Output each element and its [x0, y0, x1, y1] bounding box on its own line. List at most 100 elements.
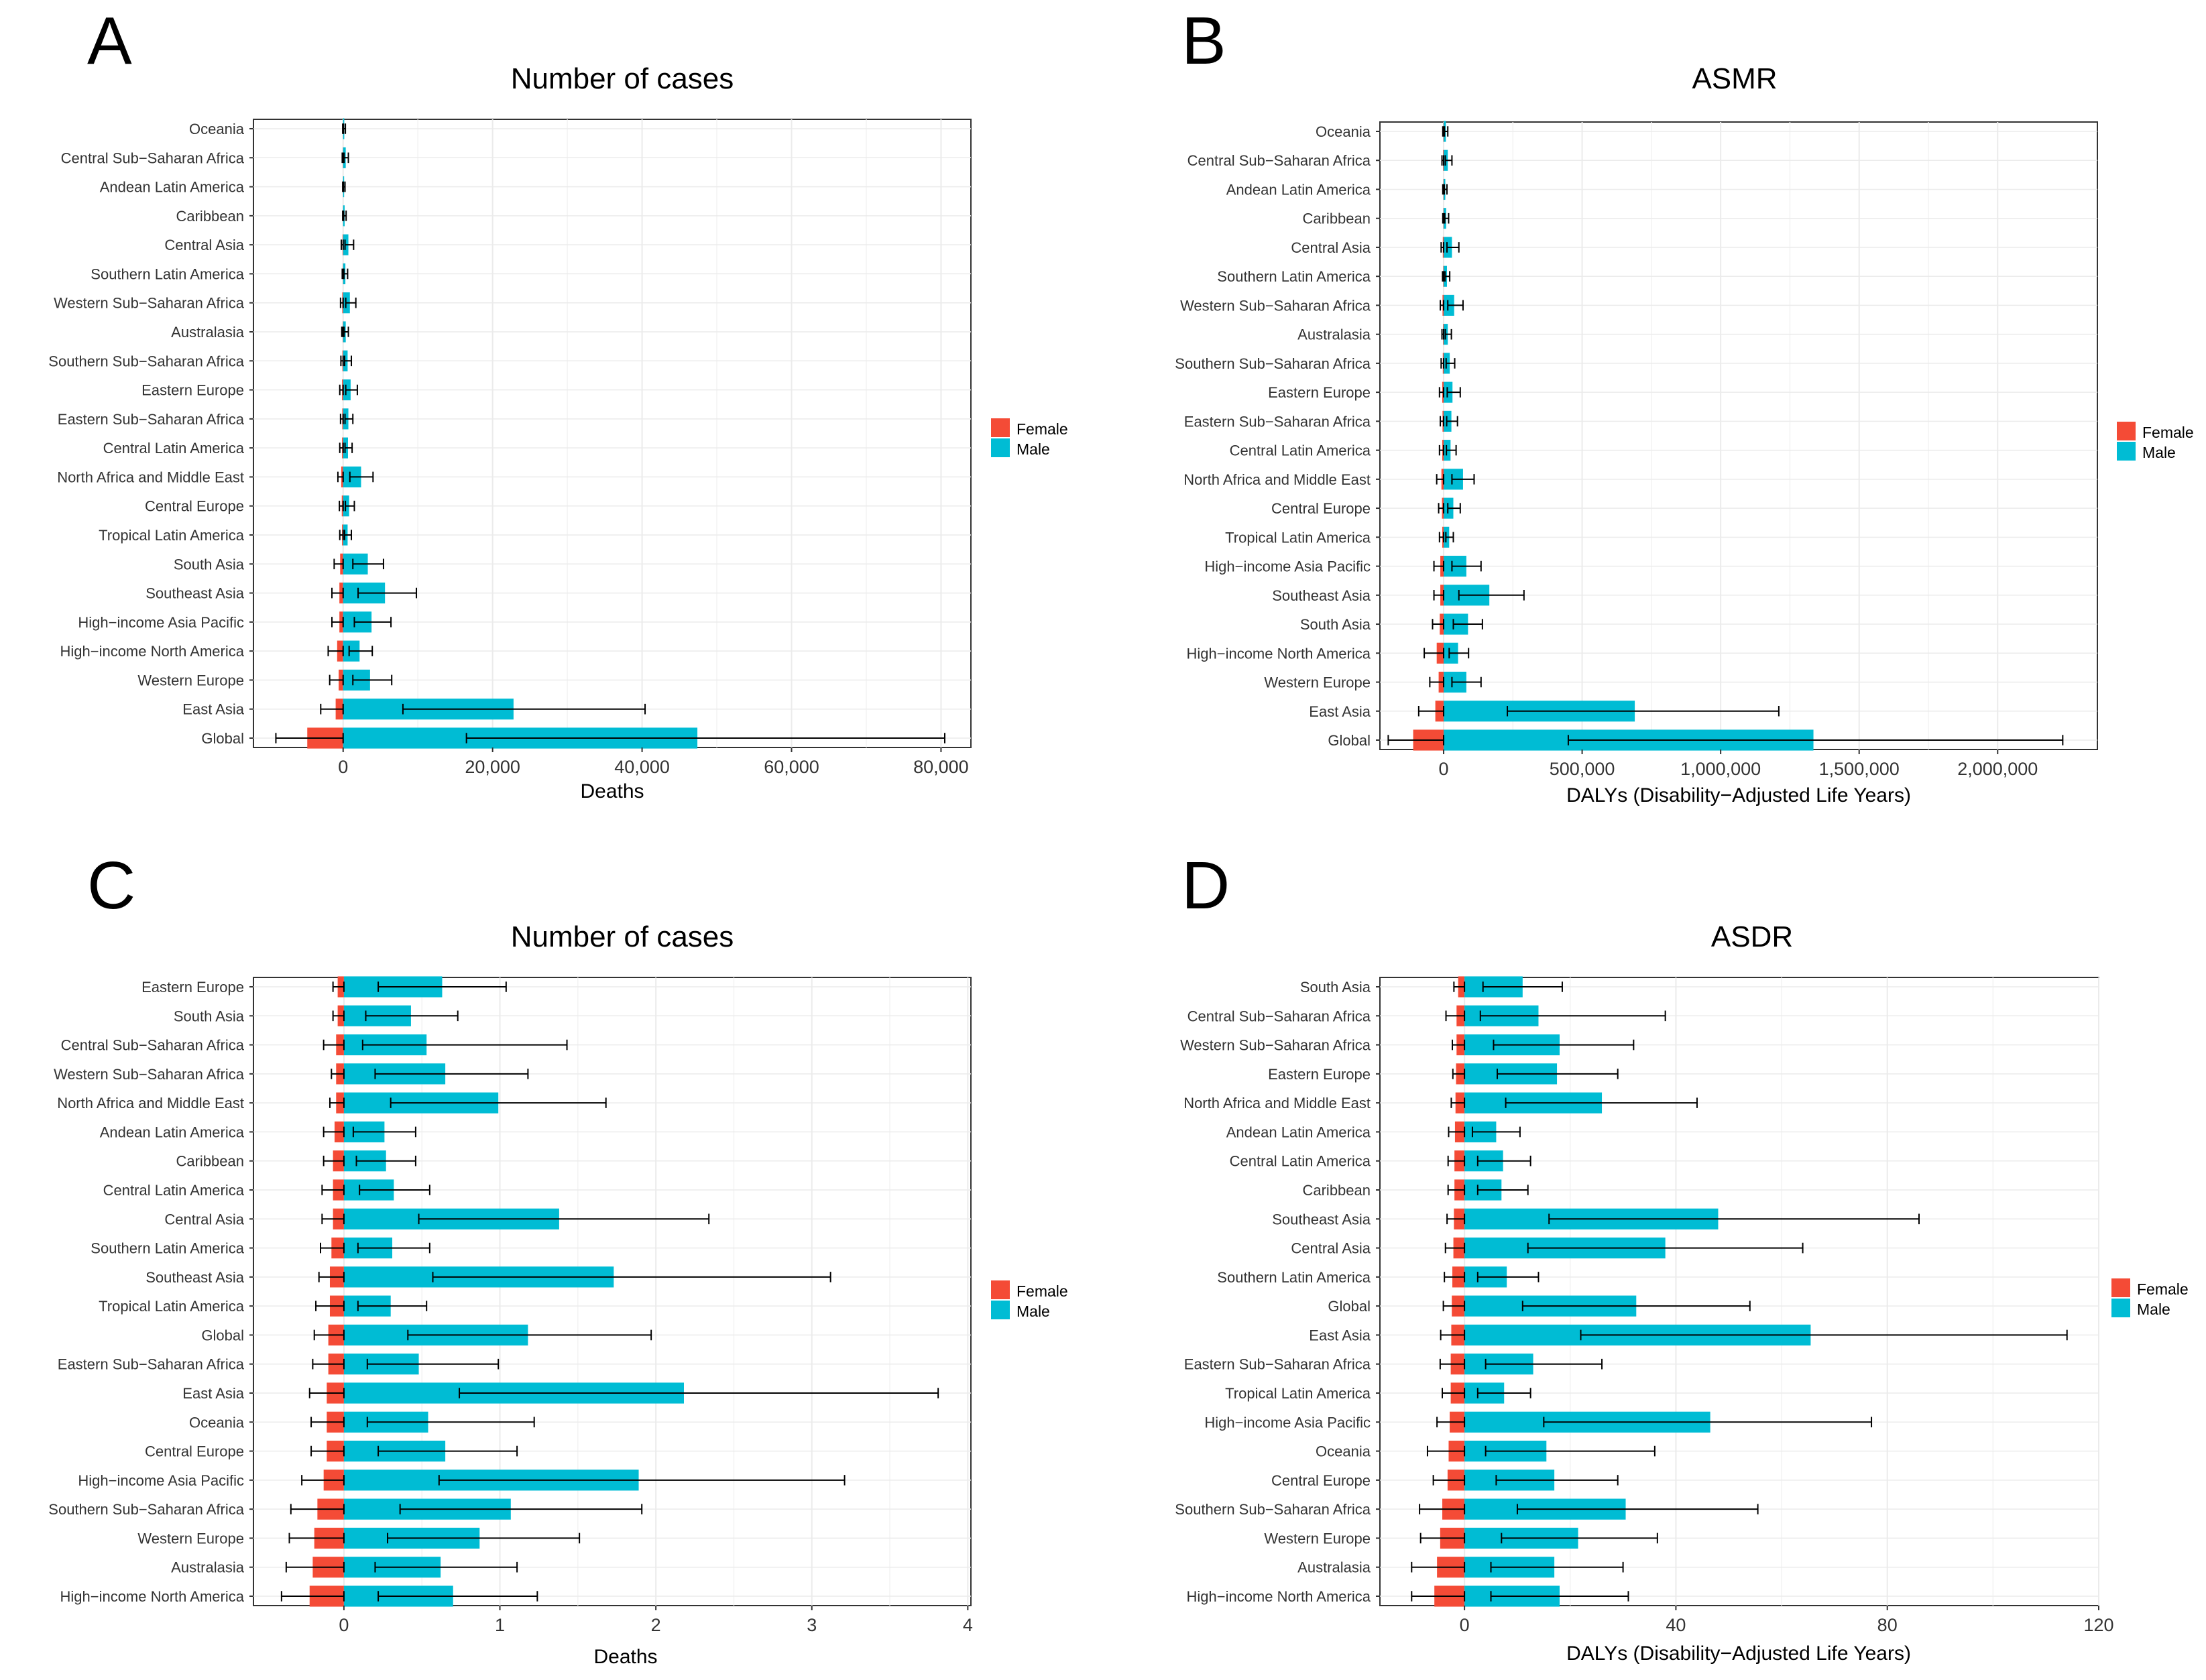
panel-d-y-label: Tropical Latin America: [1225, 1385, 1371, 1402]
panel-a-errorbar-female: [331, 587, 344, 599]
panel-a: A Number of cases Oceania Central Sub−Sah…: [48, 3, 1067, 802]
panel-a-errorbar-male: [349, 471, 374, 483]
panel-c-errorbar-male: [359, 1185, 430, 1195]
panel-a-legend: Female Male: [991, 418, 1068, 458]
panel-d-y-label: Oceania: [1316, 1443, 1371, 1460]
panel-d-errorbar-male: [1476, 1388, 1531, 1398]
panel-b-legend: Female Male: [2117, 422, 2194, 461]
panel-a-errorbar-male: [357, 587, 417, 599]
panel-c-errorbar-female: [312, 1358, 345, 1370]
panel-b-y-label: Western Europe: [1264, 674, 1371, 691]
panel-b-errorbar-male: [1451, 560, 1482, 572]
panel-a-x-label: 20,000: [465, 757, 520, 777]
panel-d-y-label: Australasia: [1297, 1559, 1371, 1576]
panel-b-y-label: Western Sub−Saharan Africa: [1180, 297, 1371, 314]
panel-a-y-label: High−income North America: [60, 643, 244, 660]
panel-c-y-label: Oceania: [189, 1414, 245, 1431]
panel-d-legend-male-swatch: [2111, 1299, 2130, 1317]
panel-a-y-label: Australasia: [171, 324, 245, 341]
panel-a-y-label: Oceania: [189, 121, 245, 137]
panel-d-y-label: Central Asia: [1291, 1240, 1371, 1257]
panel-c-y-label: Western Sub−Saharan Africa: [54, 1066, 245, 1083]
panel-a-errorbar-female: [341, 152, 344, 164]
panel-a-errorbar-male: [343, 355, 353, 367]
panel-a-y-label: Central Europe: [145, 498, 244, 515]
panel-d-y-label: Eastern Europe: [1268, 1066, 1371, 1083]
panel-a-errorbar-male: [345, 297, 357, 308]
panel-c-errorbar-male: [399, 1504, 643, 1514]
panel-d-legend-female-label: Female: [2137, 1280, 2189, 1298]
panel-d-errorbar-male: [1490, 1591, 1629, 1602]
panel-b-errorbar-male: [1448, 648, 1470, 659]
panel-b-errorbar-female: [1440, 242, 1445, 253]
panel-d-errorbar-male: [1493, 1039, 1635, 1051]
panel-d-legend: Female Male: [2111, 1278, 2189, 1318]
panel-c-errorbar-female: [332, 1010, 345, 1022]
panel-a-x-label: 0: [338, 757, 348, 777]
panel-b-errorbar-male: [1446, 416, 1458, 427]
panel-d-errorbar-female: [1444, 1242, 1466, 1254]
panel-d-errorbar-male: [1482, 981, 1563, 992]
panel-d-y-label: East Asia: [1309, 1327, 1371, 1343]
panel-b-errorbar-male: [1451, 474, 1475, 485]
panel-a-errorbar-female: [337, 471, 344, 483]
panel-b-errorbar-male: [1444, 184, 1448, 195]
panel-d-y-label: Southern Sub−Saharan Africa: [1175, 1501, 1371, 1518]
panel-b-y-axis-labels: Oceania Central Sub−Saharan Africa Andean …: [1175, 123, 1380, 749]
panel-b-x-label: 1,000,000: [1680, 759, 1761, 779]
panel-d-y-label: Eastern Sub−Saharan Africa: [1184, 1356, 1371, 1373]
panel-d-y-label: Global: [1328, 1298, 1371, 1315]
panel-c-x-label: 1: [495, 1615, 505, 1635]
panel-a-y-label: Eastern Europe: [141, 382, 244, 399]
panel-d-errorbar-male: [1485, 1358, 1603, 1370]
panel-b-y-label: High−income North America: [1186, 645, 1371, 662]
panel-b-errorbar-male: [1444, 271, 1451, 282]
panel-b-errorbar-female: [1440, 416, 1445, 427]
panel-a-errorbar-female: [320, 703, 344, 715]
panel-d-errorbar-male: [1516, 1504, 1759, 1514]
panel-a-y-label: Southern Latin America: [91, 265, 244, 282]
panel-a-x-axis-title: Deaths: [580, 780, 644, 802]
panel-a-errorbar-female: [339, 297, 344, 308]
panel-b-title: ASMR: [1692, 62, 1777, 95]
panel-c-errorbar-male: [387, 1533, 581, 1544]
panel-b-y-label: East Asia: [1309, 703, 1371, 720]
panel-c-legend: Female Male: [991, 1280, 1068, 1320]
panel-b-errorbar-female: [1387, 735, 1445, 745]
panel-b-errorbar-male: [1446, 444, 1457, 456]
panel-c-legend-female-label: Female: [1017, 1282, 1068, 1300]
panel-a-legend-female-label: Female: [1017, 420, 1068, 438]
panel-c-errorbar-female: [301, 1475, 345, 1486]
panel-c-errorbar-female: [320, 1242, 345, 1254]
panel-d-y-label: Western Europe: [1264, 1530, 1371, 1547]
panel-d-errorbar-female: [1446, 1213, 1466, 1225]
panel-b: B ASMR Oceania Central Sub−Saharan Africa…: [1175, 3, 2193, 806]
panel-a-errorbar-male: [343, 268, 349, 280]
panel-d-errorbar-female: [1452, 1069, 1466, 1079]
panel-d-errorbar-male: [1476, 1272, 1540, 1282]
panel-b-legend-female-label: Female: [2142, 424, 2194, 441]
panel-a-y-axis-labels: Oceania Central Sub−Saharan Africa Andean …: [48, 121, 253, 747]
panel-c-errorbar-male: [361, 1039, 568, 1051]
panel-c-errorbar-female: [290, 1504, 345, 1514]
panel-d-errorbar-female: [1440, 1329, 1466, 1341]
panel-c-errorbar-female: [310, 1417, 345, 1428]
panel-c-errorbars: [280, 981, 939, 1602]
panel-c-errorbar-male: [378, 1445, 518, 1457]
panel-c-y-label: Australasia: [171, 1559, 245, 1576]
panel-b-y-label: Central Sub−Saharan Africa: [1187, 152, 1371, 169]
panel-b-errorbars: [1387, 126, 2064, 745]
panel-d-x-axis-title: DALYs (Disability−Adjusted Life Years): [1566, 1642, 1911, 1665]
panel-c-errorbar-female: [332, 981, 345, 992]
panel-b-y-label: Eastern Sub−Saharan Africa: [1184, 413, 1371, 430]
panel-b-errorbar-male: [1446, 242, 1460, 253]
panel-c-errorbar-female: [323, 1039, 345, 1051]
panel-c-y-label: Andean Latin America: [100, 1124, 245, 1140]
panel-a-errorbar-male: [343, 181, 346, 192]
panel-d-errorbar-male: [1521, 1301, 1751, 1311]
panel-b-y-label: Southern Sub−Saharan Africa: [1175, 355, 1371, 372]
panel-d-errorbar-female: [1447, 1185, 1466, 1195]
panel-d-errorbar-female: [1436, 1417, 1466, 1428]
panel-b-legend-male-label: Male: [2142, 444, 2176, 461]
panel-b-letter: B: [1181, 3, 1226, 78]
